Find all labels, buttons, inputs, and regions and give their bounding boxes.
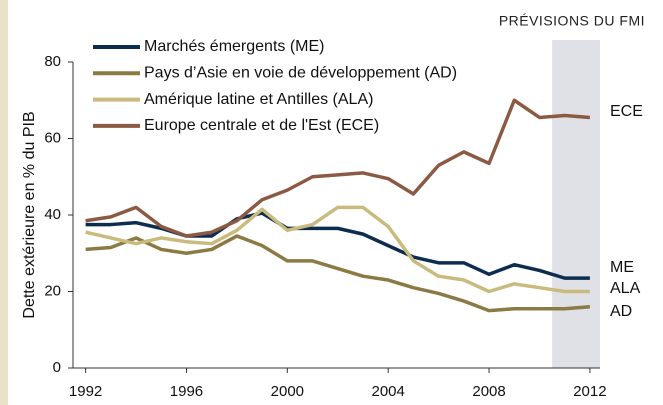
series-line xyxy=(85,234,591,313)
end-label: ME xyxy=(610,259,634,276)
legend-label: Amérique latine et Antilles (ALA) xyxy=(144,91,373,108)
x-tick-label: 2004 xyxy=(372,383,405,400)
legend-label: Europe centrale et de l'Est (ECE) xyxy=(144,117,379,134)
x-tick-label: 1992 xyxy=(69,383,102,400)
forecast-label: PRÉVISIONS DU FMI xyxy=(499,13,645,29)
side-strip xyxy=(0,0,8,405)
x-tick-label: 1996 xyxy=(170,383,203,400)
y-tick-label: 40 xyxy=(44,206,61,223)
y-tick-label: 0 xyxy=(53,359,61,376)
legend-label: Marchés émergents (ME) xyxy=(144,38,325,55)
x-tick-label: 2008 xyxy=(472,383,505,400)
y-tick-label: 80 xyxy=(44,53,61,70)
y-tick-label: 60 xyxy=(44,129,61,146)
legend-label: Pays d’Asie en voie de développement (AD… xyxy=(144,65,457,82)
end-label: ECE xyxy=(610,103,643,120)
series-line xyxy=(85,98,591,238)
y-axis-label: Dette extérieure en % du PIB xyxy=(21,111,38,318)
end-label: AD xyxy=(610,303,632,320)
forecast-band xyxy=(552,40,600,368)
x-tick-label: 2012 xyxy=(573,383,606,400)
x-tick-label: 2000 xyxy=(271,383,304,400)
y-tick-label: 20 xyxy=(44,282,61,299)
series-line xyxy=(85,205,590,294)
end-label: ALA xyxy=(610,280,641,297)
